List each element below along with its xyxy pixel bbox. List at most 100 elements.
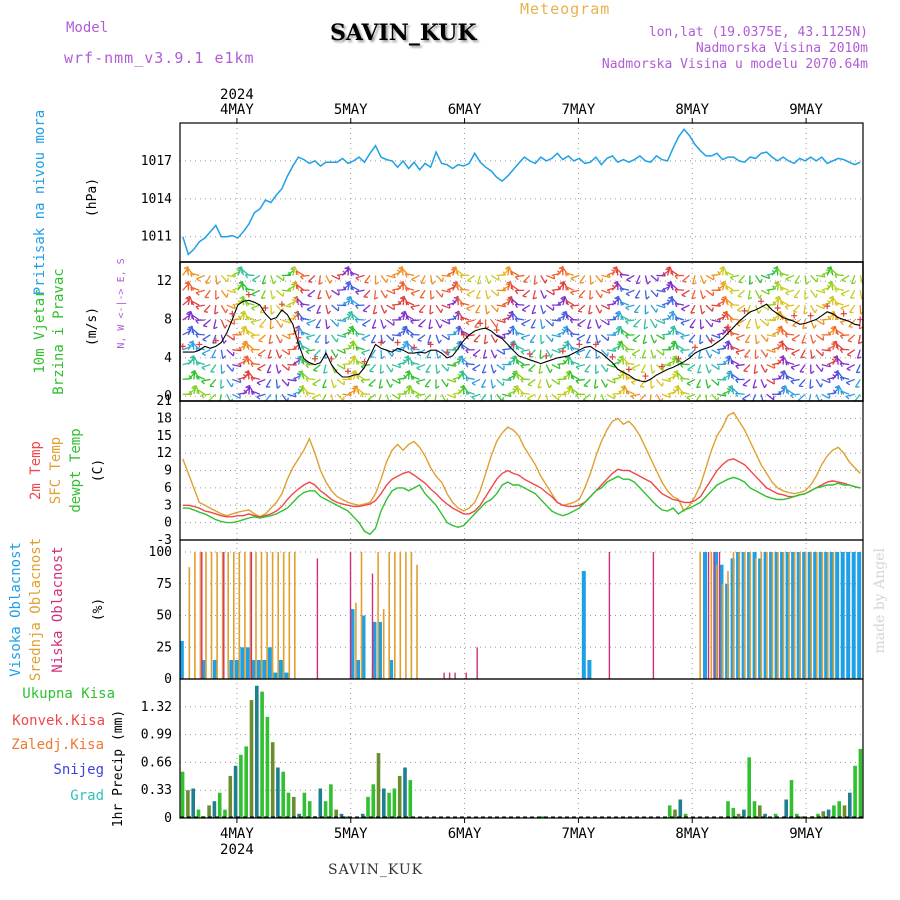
wind-barb-flag xyxy=(360,379,365,384)
wind-barb-flag xyxy=(520,351,525,355)
wind-barb xyxy=(501,284,511,291)
wind-barb-flag xyxy=(790,380,795,385)
wind-barb xyxy=(644,290,648,300)
wind-barb xyxy=(226,274,236,278)
wind-barb-flag xyxy=(465,391,468,396)
wind-barb-flag xyxy=(355,360,358,365)
wind-barb xyxy=(625,348,635,351)
wind-barb-flag xyxy=(645,296,650,300)
wind-gust-marker xyxy=(460,331,467,338)
precip-bar xyxy=(821,811,826,818)
wind-barb-flag xyxy=(619,273,623,279)
cloud-bar xyxy=(238,552,241,679)
wind-barb xyxy=(405,300,415,306)
wind-barb xyxy=(471,378,481,384)
wind-barb-flag xyxy=(272,295,276,300)
wind-barb xyxy=(760,289,770,295)
precip-bar xyxy=(747,757,751,818)
wind-barb-flag xyxy=(211,356,216,359)
wind-barb xyxy=(214,305,217,315)
wind-barb xyxy=(790,363,800,368)
wind-barb-flag xyxy=(804,296,809,300)
wind-barb xyxy=(545,304,554,312)
wind-barb xyxy=(743,364,751,372)
day-label-bottom: 4MAY xyxy=(220,826,254,842)
wind-barb-flag xyxy=(404,355,409,359)
wind-barb-flag xyxy=(244,274,249,279)
wind-barb xyxy=(213,319,217,329)
wind-barb xyxy=(380,319,385,329)
wind-barb xyxy=(356,374,365,380)
wind-barb xyxy=(716,393,727,397)
wind-barb-flag xyxy=(328,295,332,300)
wind-barb xyxy=(606,393,615,400)
wind-barb xyxy=(380,275,388,283)
wind-barb xyxy=(465,334,475,337)
wind-gust-marker xyxy=(394,339,401,346)
wind-barb-flag xyxy=(559,265,564,270)
pressure-tick-label: 1017 xyxy=(141,154,172,169)
wind-barb-flag xyxy=(239,280,243,285)
wind-barb xyxy=(297,371,303,380)
wind-barb-flag xyxy=(809,385,814,389)
cloud-bar xyxy=(316,558,319,679)
wind-barb xyxy=(191,314,200,321)
wind-barb-flag xyxy=(402,296,405,302)
wind-barb-flag xyxy=(531,311,537,315)
wind-barb xyxy=(297,386,304,395)
wind-barb xyxy=(680,391,690,395)
wind-barb xyxy=(721,311,728,321)
wind-barb xyxy=(300,330,310,336)
wind-barb-flag xyxy=(564,340,569,344)
wind-barb xyxy=(507,358,516,366)
wind-barb xyxy=(465,390,475,395)
wind-barb xyxy=(226,304,236,310)
wind-barb-flag xyxy=(184,265,189,270)
wind-barb-flag xyxy=(775,295,780,299)
wind-barb-flag xyxy=(496,307,499,312)
wind-barb-flag xyxy=(647,280,651,285)
wind-barb-flag xyxy=(375,281,380,285)
wind-barb-flag xyxy=(196,278,201,282)
wind-barb xyxy=(620,315,630,321)
wind-barb xyxy=(705,319,713,328)
wind-barb-flag xyxy=(676,386,680,392)
wind-barb-flag xyxy=(668,280,672,285)
wind-barb-flag xyxy=(737,295,742,298)
wind-barb xyxy=(281,304,291,308)
wind-barb xyxy=(738,274,746,283)
wind-barb-flag xyxy=(258,340,263,343)
wind-barb xyxy=(435,364,438,374)
wind-barb xyxy=(515,274,525,278)
wind-barb-flag xyxy=(244,288,248,293)
wind-barb xyxy=(661,269,670,276)
wind-barb xyxy=(785,304,795,308)
wind-barb xyxy=(666,297,673,306)
wind-barb-flag xyxy=(514,290,519,295)
wind-barb xyxy=(287,363,297,366)
wind-barb xyxy=(260,289,266,299)
wind-barb-flag xyxy=(298,355,302,360)
wind-barb xyxy=(531,304,536,314)
wind-barb-flag xyxy=(566,342,569,347)
wind-barb-flag xyxy=(471,396,476,400)
wind-barb-flag xyxy=(305,350,310,355)
wind-barb-flag xyxy=(790,394,794,399)
wind-barb-flag xyxy=(473,354,478,358)
wind-barb xyxy=(656,319,665,325)
wind-barb xyxy=(691,290,696,299)
grid-lines xyxy=(180,123,863,819)
wind-barb xyxy=(237,282,244,291)
wind-barb xyxy=(791,334,800,341)
wind-barb xyxy=(416,378,426,383)
cloud-bar xyxy=(832,552,835,679)
wind-gust-marker xyxy=(378,339,385,346)
wind-barb xyxy=(705,394,708,401)
wind-barb-flag xyxy=(618,340,623,345)
wind-barb xyxy=(841,274,850,281)
wind-barb-flag xyxy=(558,364,561,369)
wind-barb-flag xyxy=(305,378,309,383)
wind-gust-marker xyxy=(609,353,616,360)
wind-barb xyxy=(562,267,569,276)
wind-barb-flag xyxy=(204,310,209,313)
